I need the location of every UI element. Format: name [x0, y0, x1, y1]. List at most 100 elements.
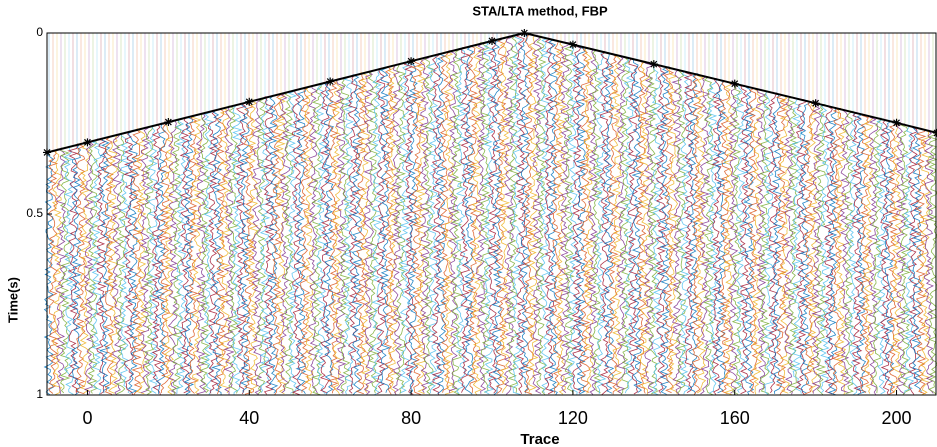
- pick-line: [46, 31, 937, 154]
- trace-wiggle: [203, 111, 215, 395]
- trace-wiggle: [607, 53, 619, 395]
- trace-wiggle: [856, 113, 867, 395]
- trace-wiggle: [59, 147, 71, 394]
- trace-wiggle: [295, 88, 307, 395]
- trace-wiggle: [300, 87, 311, 393]
- trace-wiggle: [623, 57, 635, 394]
- trace-wiggle: [163, 121, 175, 395]
- trace-wiggle: [167, 120, 179, 394]
- trace-wiggle: [423, 56, 435, 395]
- x-tick-label: 160: [720, 408, 750, 428]
- trace-wiggle: [411, 59, 423, 396]
- trace-wiggle: [615, 55, 627, 395]
- trace-wiggle: [483, 41, 495, 395]
- trace-wiggle: [899, 124, 911, 396]
- trace-wiggle: [651, 64, 663, 396]
- trace-wiggle: [875, 118, 887, 395]
- trace-wiggle: [399, 62, 411, 394]
- trace-wiggle: [235, 103, 247, 395]
- trace-wiggle: [47, 150, 59, 394]
- trace-wiggle: [579, 47, 591, 393]
- pick-marker: [164, 118, 173, 127]
- trace-wiggle: [487, 40, 499, 394]
- trace-wiggle: [287, 90, 299, 394]
- trace-wiggle: [307, 85, 319, 394]
- trace-wiggle: [111, 134, 123, 396]
- trace-wiggle: [919, 129, 931, 396]
- trace-wiggle: [51, 149, 63, 396]
- trace-wiggle: [395, 63, 407, 394]
- y-tick-label: 0.5: [26, 206, 43, 220]
- trace-wiggle: [331, 79, 343, 395]
- trace-wiggle: [555, 41, 567, 395]
- trace-wiggle: [891, 122, 903, 394]
- trace-wiggle: [663, 67, 675, 394]
- trace-wiggle: [611, 54, 623, 394]
- trace-wiggle: [391, 64, 403, 396]
- trace-wiggle: [75, 143, 87, 395]
- trace-wiggle: [771, 93, 783, 394]
- trace-wiggle: [747, 87, 758, 394]
- y-tick-label: 1: [36, 387, 43, 401]
- pick-marker: [649, 60, 658, 69]
- trace-wiggle: [599, 51, 611, 396]
- pick-marker: [488, 36, 496, 45]
- trace-wiggle: [807, 102, 819, 393]
- trace-wiggle: [723, 82, 735, 396]
- trace-wiggle: [371, 69, 383, 396]
- trace-wiggle: [55, 148, 67, 394]
- trace-wiggle: [155, 123, 167, 394]
- trace-wiggle: [511, 34, 523, 396]
- trace-wiggle: [463, 46, 475, 395]
- trace-wiggle: [503, 36, 515, 395]
- trace-wiggle: [283, 91, 295, 395]
- trace-wiggle: [695, 75, 707, 394]
- trace-wiggle: [199, 112, 211, 394]
- trace-wiggle: [915, 128, 927, 395]
- trace-wiggle: [175, 118, 187, 394]
- trace-wiggle: [99, 137, 111, 393]
- x-axis-label: Trace: [520, 431, 559, 447]
- trace-wiggle: [571, 45, 583, 394]
- trace-wiggle: [459, 47, 471, 393]
- trace-wiggle: [387, 65, 399, 394]
- trace-wiggle: [71, 144, 82, 396]
- pick-marker: [730, 79, 739, 88]
- trace-wiggle: [867, 116, 878, 395]
- trace-wiggle: [595, 51, 607, 394]
- trace-wiggle: [247, 100, 259, 394]
- trace-wiggle: [347, 75, 359, 394]
- trace-wiggle: [415, 58, 427, 395]
- trace-wiggle: [535, 36, 547, 395]
- trace-wiggle: [627, 58, 639, 395]
- trace-wiggle: [727, 82, 739, 394]
- trace-wiggle: [91, 139, 103, 396]
- trace-wiggle: [823, 106, 835, 395]
- trace-wiggle: [195, 113, 207, 395]
- trace-wiggle: [147, 125, 159, 394]
- trace-wiggle: [795, 99, 807, 395]
- trace-wiggle: [715, 80, 727, 394]
- trace-wiggle: [375, 68, 387, 395]
- trace-wiggle: [259, 97, 271, 393]
- trace-wiggle: [323, 81, 335, 395]
- trace-wiggle: [667, 68, 679, 395]
- trace-wiggle: [775, 94, 787, 396]
- trace-wiggle: [567, 44, 579, 395]
- trace-wiggle: [191, 114, 203, 396]
- trace-wiggle: [711, 79, 723, 395]
- trace-wiggle: [619, 56, 631, 395]
- trace-wiggle: [835, 109, 847, 395]
- trace-wiggle: [519, 32, 531, 394]
- trace-wiggle: [123, 131, 135, 395]
- x-tick-label: 40: [239, 408, 259, 428]
- trace-wiggle: [911, 127, 923, 393]
- trace-wiggle: [83, 141, 95, 395]
- pick-marker: [568, 40, 577, 49]
- trace-wiggle: [231, 104, 243, 395]
- trace-wiggle: [879, 119, 891, 396]
- trace-wiggle: [699, 76, 711, 395]
- trace-wiggle: [783, 96, 795, 395]
- trace-wiggle: [803, 101, 815, 395]
